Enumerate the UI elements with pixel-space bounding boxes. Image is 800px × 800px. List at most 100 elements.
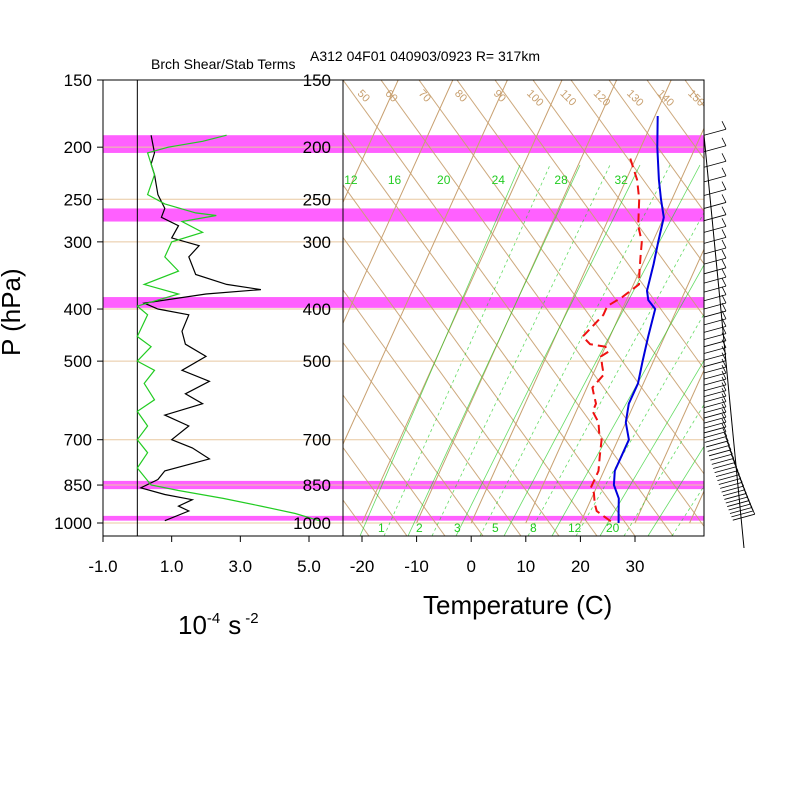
temperature-line <box>612 115 665 523</box>
right-y-tick-label: 1000 <box>293 514 331 533</box>
isotherm-line <box>343 80 454 325</box>
mixing-ratio-line <box>527 211 704 536</box>
theta-label: 90 <box>491 88 508 105</box>
wind-barb-flag <box>721 194 727 203</box>
mixing-ratio-label: 20 <box>437 173 451 187</box>
wind-barb <box>703 347 727 354</box>
left-panel-title: Brch Shear/Stab Terms <box>151 56 295 72</box>
left-y-tick-label: 400 <box>64 300 92 319</box>
mixing-ratio-line <box>623 403 704 536</box>
wind-barb <box>703 333 727 341</box>
wind-barb <box>703 285 727 293</box>
mixing-ratio-label: 16 <box>388 173 402 187</box>
wind-barb <box>703 340 727 348</box>
theta-label: 100 <box>524 88 545 109</box>
left-x-tick-label: 1.0 <box>160 557 184 576</box>
right-panel-series <box>581 115 665 524</box>
wind-barb <box>703 384 727 392</box>
mixing-ratio-bottom-label: 8 <box>530 521 537 535</box>
wind-barb-flag <box>721 382 727 391</box>
mixing-ratio-line <box>599 359 704 536</box>
wind-barb-flag <box>721 413 727 423</box>
wind-barb-flag <box>721 376 727 386</box>
dry-adiabat-line <box>761 80 800 536</box>
wind-barb-flag <box>721 153 727 162</box>
wind-barb <box>729 507 753 514</box>
wind-barb <box>722 489 746 497</box>
stability-term-line <box>136 134 320 522</box>
left-x-axis-label-base: 10 <box>178 610 207 640</box>
wind-barb-flag <box>739 477 744 487</box>
right-y-tick-label: 200 <box>303 138 331 157</box>
mixing-ratio-line <box>455 164 641 536</box>
wind-barb <box>703 395 727 403</box>
dry-adiabat-line <box>343 446 408 536</box>
wind-barb-flag <box>721 423 727 432</box>
wind-barb-flag <box>721 286 727 295</box>
wind-barb <box>703 202 727 209</box>
wind-barb-flag <box>721 259 727 268</box>
isotherm-line <box>744 80 800 523</box>
left-x-axis-label: 10-4 s -2 <box>178 610 259 640</box>
mixing-ratio-label: 24 <box>492 173 506 187</box>
mixing-ratio-bottom-label: 1 <box>378 521 385 535</box>
mixing-ratio-line <box>647 445 704 536</box>
wind-barb-flag <box>721 218 727 227</box>
wind-barb <box>721 485 744 493</box>
left-y-tick-label: 300 <box>64 233 92 252</box>
wind-barb-flag <box>721 294 727 304</box>
wind-barb <box>703 257 727 265</box>
right-y-tick-label: 150 <box>303 71 331 90</box>
right-x-tick-label: -10 <box>404 557 429 576</box>
right-x-tick-label: 30 <box>626 557 645 576</box>
wind-barb <box>703 401 727 408</box>
dry-adiabat-line <box>608 80 704 213</box>
wind-barb <box>703 372 727 380</box>
right-y-tick-label: 300 <box>303 233 331 252</box>
theta-label: 120 <box>591 88 612 109</box>
dry-adiabat-line <box>494 80 704 370</box>
wind-barb <box>703 128 727 136</box>
mixing-ratio-line <box>359 164 521 536</box>
wind-barb <box>703 360 727 368</box>
dry-adiabat-line <box>646 80 704 160</box>
wind-barb <box>703 225 727 233</box>
left-y-tick-label: 250 <box>64 190 92 209</box>
wind-barb <box>708 449 732 457</box>
right-x-tick-label: 10 <box>516 557 535 576</box>
wind-barb <box>725 496 748 504</box>
wind-barb <box>703 431 727 439</box>
dry-adiabat-line <box>343 236 560 536</box>
wind-barb <box>703 214 727 222</box>
mixing-ratio-bottom-label: 20 <box>606 521 620 535</box>
dry-adiabat-line <box>380 80 704 528</box>
wind-barb-flag <box>728 445 733 455</box>
wind-barb <box>704 435 727 443</box>
wind-barb-flag <box>723 432 729 442</box>
isotherm-line <box>361 80 563 524</box>
wind-barb <box>703 145 727 153</box>
mixing-ratio-line <box>407 164 581 536</box>
right-x-tick-label: 0 <box>466 557 475 576</box>
wind-barb-flag <box>721 249 727 259</box>
mixing-ratio-line <box>383 164 551 536</box>
wind-barb <box>703 378 727 386</box>
right-x-tick-label: 20 <box>571 557 590 576</box>
mixing-ratio-line <box>431 164 611 536</box>
isotherm-line <box>470 80 672 524</box>
wind-barb-flag <box>721 403 727 413</box>
isotherm-line <box>525 127 704 524</box>
wind-barb-flag <box>721 358 727 368</box>
wind-barb <box>713 462 736 469</box>
mixing-ratio-bottom-label: 5 <box>492 521 499 535</box>
wind-barb-flag <box>725 437 730 446</box>
wind-barb-flag <box>721 393 727 402</box>
mixing-ratio-label: 32 <box>614 173 628 187</box>
left-panel-series <box>136 134 320 522</box>
isotherm-line <box>689 489 704 524</box>
shear-term-line <box>139 135 261 522</box>
left-y-tick-label: 700 <box>64 431 92 450</box>
